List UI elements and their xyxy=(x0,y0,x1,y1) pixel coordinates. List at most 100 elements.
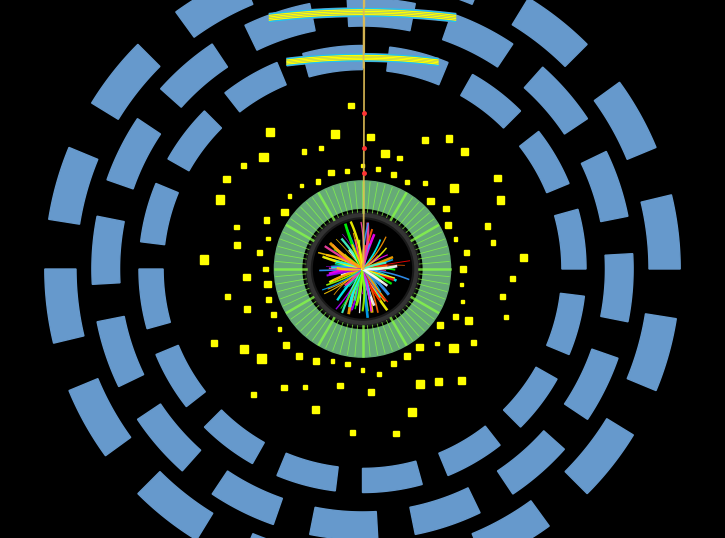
Bar xyxy=(345,169,349,173)
Polygon shape xyxy=(69,379,130,456)
Polygon shape xyxy=(410,488,480,534)
Bar xyxy=(223,176,230,182)
Bar xyxy=(381,150,389,157)
Bar xyxy=(265,281,270,287)
Bar xyxy=(281,385,287,390)
Polygon shape xyxy=(581,151,628,222)
Polygon shape xyxy=(627,314,676,391)
Polygon shape xyxy=(547,293,584,355)
Polygon shape xyxy=(303,45,362,77)
Circle shape xyxy=(191,98,534,440)
Bar xyxy=(315,179,320,184)
Bar xyxy=(266,297,271,302)
Circle shape xyxy=(273,179,452,359)
Bar xyxy=(257,250,262,255)
Polygon shape xyxy=(212,471,283,525)
Polygon shape xyxy=(472,501,550,538)
Bar xyxy=(446,135,452,141)
Bar xyxy=(391,361,396,366)
Circle shape xyxy=(183,90,542,448)
Bar xyxy=(458,378,465,384)
Polygon shape xyxy=(565,349,618,419)
Circle shape xyxy=(267,173,458,365)
Bar xyxy=(271,312,276,317)
Bar xyxy=(266,128,274,136)
Polygon shape xyxy=(524,67,587,134)
Bar xyxy=(312,358,319,364)
Polygon shape xyxy=(245,4,315,50)
Polygon shape xyxy=(362,461,422,493)
Bar xyxy=(391,172,396,177)
Polygon shape xyxy=(594,82,656,159)
Bar xyxy=(216,195,224,204)
Bar xyxy=(349,103,354,108)
Polygon shape xyxy=(347,0,415,31)
Bar xyxy=(437,322,443,328)
Polygon shape xyxy=(310,507,378,538)
Bar xyxy=(251,392,256,398)
Bar xyxy=(234,242,240,247)
Bar xyxy=(423,181,427,185)
Bar xyxy=(416,380,423,388)
Bar xyxy=(376,167,381,171)
Circle shape xyxy=(315,221,410,317)
Bar xyxy=(491,240,495,245)
Bar xyxy=(471,340,476,345)
Bar xyxy=(281,209,288,216)
Bar xyxy=(394,431,399,436)
Bar xyxy=(283,342,289,348)
Polygon shape xyxy=(460,74,521,128)
Polygon shape xyxy=(161,44,228,107)
Circle shape xyxy=(268,174,457,364)
Polygon shape xyxy=(49,147,98,224)
Bar xyxy=(397,155,402,160)
Polygon shape xyxy=(565,419,634,494)
Polygon shape xyxy=(156,345,205,407)
Polygon shape xyxy=(512,0,587,66)
Polygon shape xyxy=(277,453,338,491)
Bar xyxy=(240,345,247,353)
Bar xyxy=(485,223,490,229)
Bar xyxy=(404,353,410,359)
Bar xyxy=(454,237,457,240)
Bar xyxy=(500,294,505,299)
Bar xyxy=(328,169,334,175)
Polygon shape xyxy=(387,47,448,85)
Bar xyxy=(337,383,343,388)
Bar xyxy=(405,180,409,183)
Bar xyxy=(422,137,428,143)
Bar xyxy=(212,340,217,346)
Bar xyxy=(225,294,230,299)
Bar xyxy=(461,148,468,154)
Circle shape xyxy=(186,93,539,445)
Bar xyxy=(350,430,355,435)
Polygon shape xyxy=(225,62,286,112)
Bar xyxy=(278,328,281,331)
Polygon shape xyxy=(92,216,124,285)
Bar xyxy=(260,153,268,161)
Bar xyxy=(345,362,349,366)
Polygon shape xyxy=(287,54,438,66)
Polygon shape xyxy=(204,410,265,464)
Bar xyxy=(453,314,458,319)
Bar xyxy=(450,344,457,352)
Bar xyxy=(494,175,500,181)
Bar xyxy=(263,217,270,223)
Bar xyxy=(510,275,515,281)
Bar xyxy=(300,184,304,187)
Bar xyxy=(244,306,250,312)
Polygon shape xyxy=(168,111,222,171)
Circle shape xyxy=(309,215,416,323)
Bar xyxy=(302,149,307,154)
Bar xyxy=(450,184,457,192)
Polygon shape xyxy=(520,131,569,193)
Polygon shape xyxy=(601,253,633,322)
Polygon shape xyxy=(241,534,318,538)
Polygon shape xyxy=(97,316,144,387)
Bar xyxy=(318,146,323,150)
Polygon shape xyxy=(270,8,455,22)
Polygon shape xyxy=(503,367,557,427)
Polygon shape xyxy=(175,0,253,37)
Bar xyxy=(465,317,472,324)
Bar xyxy=(504,315,508,319)
